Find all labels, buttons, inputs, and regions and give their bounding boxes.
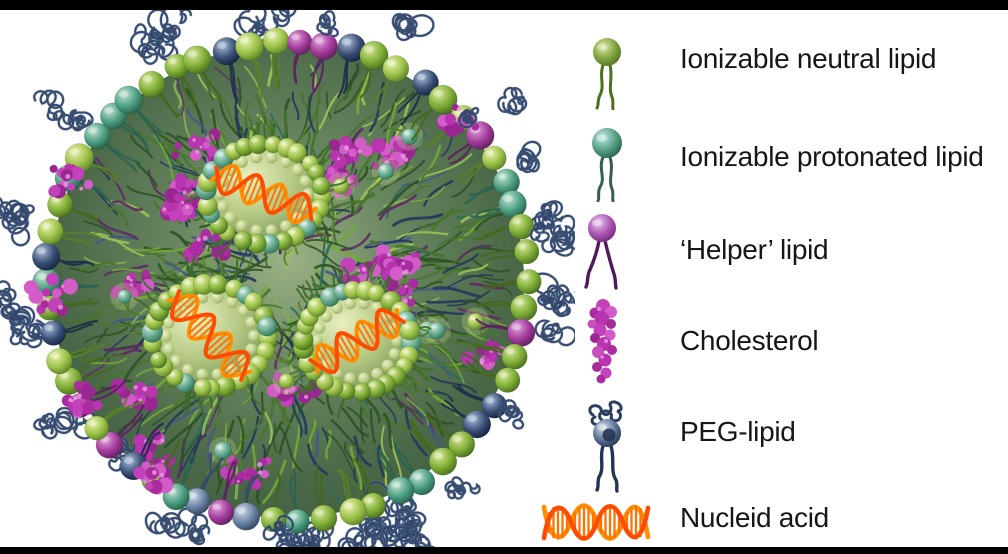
peg-lipid-icon [588, 400, 623, 493]
legend-item-label: Cholesterol [680, 325, 819, 356]
legend-item-label: PEG-lipid [680, 416, 796, 447]
legend-item-label: Ionizable protonated lipid [680, 141, 984, 172]
cholesterol-icon [587, 299, 617, 384]
legend-item-label: Ionizable neutral lipid [680, 43, 937, 74]
ionizable-neutral-lipid-icon [593, 38, 621, 110]
top-black-bar [0, 0, 1008, 10]
legend-item-label: ‘Helper’ lipid [680, 234, 829, 265]
helper-lipid-icon [584, 214, 618, 290]
legend-item-label: Nucleid acid [680, 502, 829, 533]
bottom-black-bar [0, 547, 1008, 554]
ionizable-protonated-lipid-icon [592, 128, 622, 202]
lipid-nanoparticle-illustration [0, 0, 575, 554]
